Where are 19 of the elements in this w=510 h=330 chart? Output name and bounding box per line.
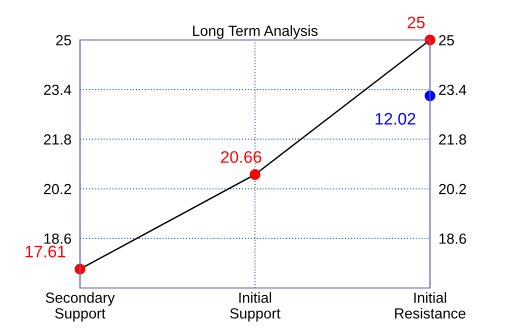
y-tick-label: 23.4 [44,84,72,96]
x-tick-label: Initial Resistance [395,292,466,319]
y-tick-label: 20.2 [44,184,71,194]
y2-tick-label: 21.8 [439,134,466,145]
y-tick-label: 21.8 [44,134,72,145]
y2-tick-label: 25 [439,35,454,46]
chart-title: Long Term Analysis [193,25,318,39]
data-label: 25 [408,16,425,28]
y-tick-label: 18.6 [44,234,72,244]
x-tick-label: Secondary Support [46,292,115,322]
data-label: 17.61 [26,246,66,258]
y2-tick-label: 23.4 [439,84,466,96]
data-label: 20.66 [221,151,262,163]
annotation: 12.02 [376,112,416,125]
y-tick-label: 25 [56,35,72,46]
point [424,90,436,102]
y2-tick-label: 20.2 [439,184,466,194]
y2-tick-label: 18.6 [439,234,466,244]
x-tick-label: Initial Support [230,292,280,322]
